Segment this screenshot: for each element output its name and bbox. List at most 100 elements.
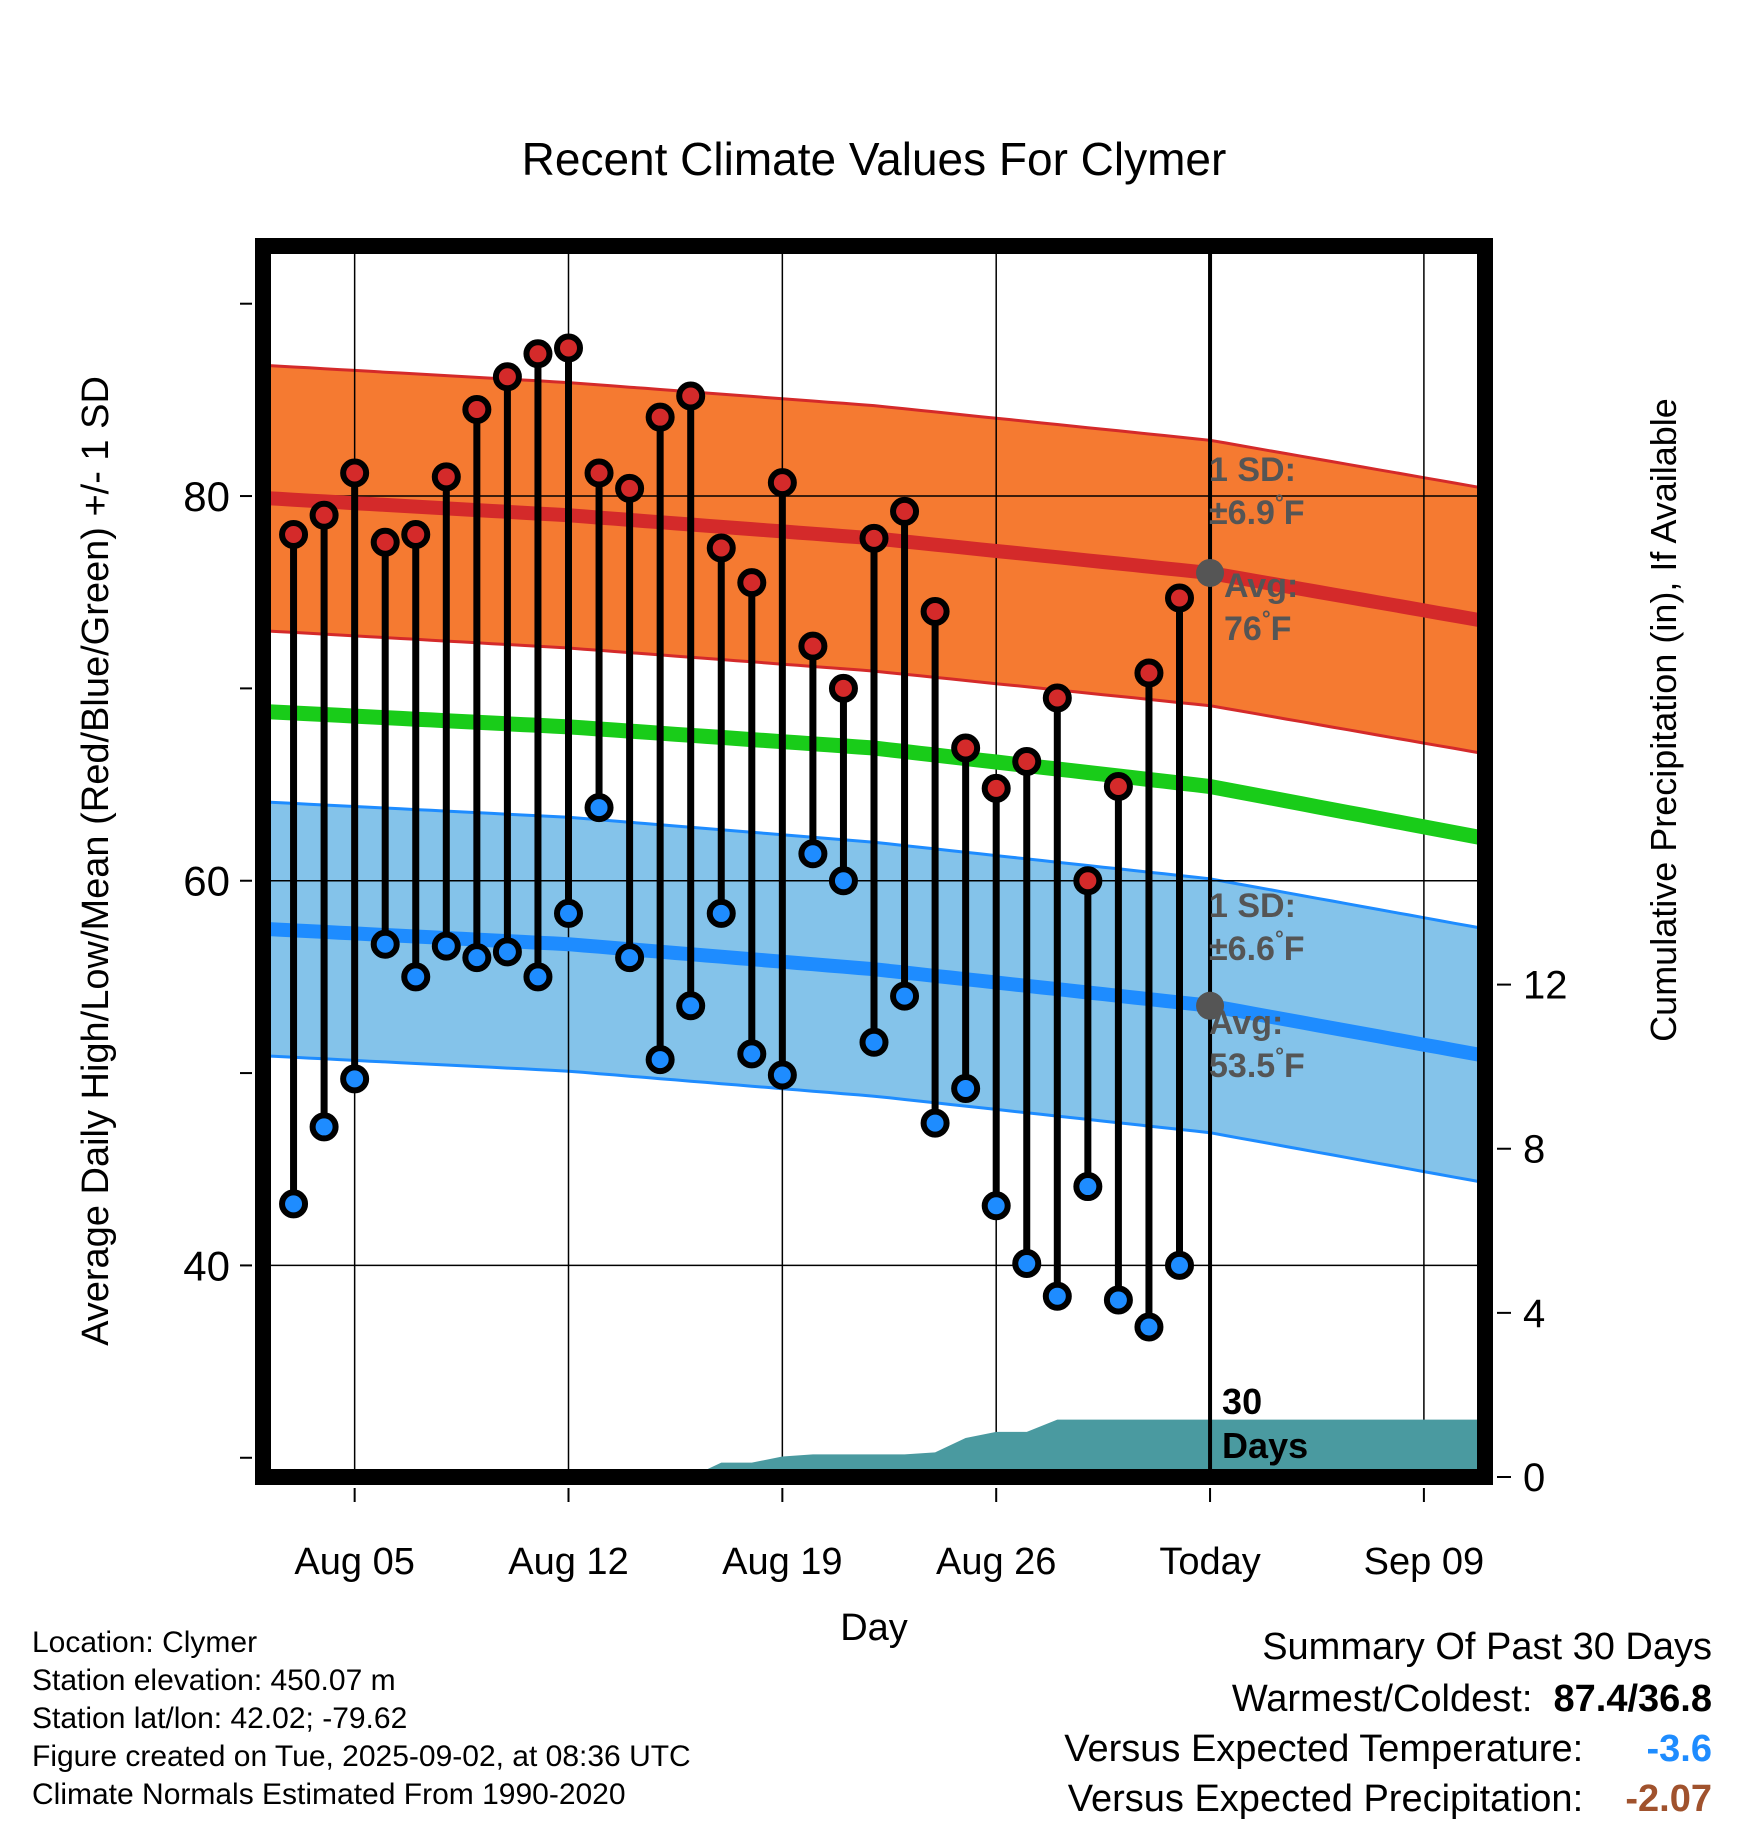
daily-low-point <box>1012 1248 1042 1278</box>
daily-low-point <box>767 1060 797 1090</box>
today-avg-low-marker <box>1196 991 1225 1020</box>
figure-created: Figure created on Tue, 2025-09-02, at 08… <box>32 1740 691 1773</box>
summary-title: Summary Of Past 30 Days <box>1262 1626 1712 1668</box>
daily-low-point <box>1073 1172 1103 1202</box>
y-right-tick-label: 4 <box>1523 1292 1545 1336</box>
low-avg-value: 53.5°F <box>1209 1043 1305 1085</box>
daily-high-point <box>279 520 309 550</box>
y-right-axis-title: Cumulative Precipitation (in), If Availa… <box>1643 398 1684 1042</box>
period-label-unit: Days <box>1222 1425 1308 1466</box>
x-axis-title: Day <box>840 1607 908 1649</box>
daily-low-point <box>706 898 736 928</box>
daily-low-point <box>828 866 858 896</box>
daily-low-point <box>370 929 400 959</box>
y-left-tick-label: 80 <box>183 473 230 520</box>
temperature-label: Versus Expected Temperature: <box>1064 1728 1584 1770</box>
today-avg-high-marker <box>1196 558 1225 587</box>
temperature-departure-value: -3.6 <box>1646 1728 1712 1770</box>
daily-low-point <box>401 962 431 992</box>
daily-low-point <box>1165 1250 1194 1280</box>
daily-high-point <box>523 339 553 369</box>
y-left-tick-label: 40 <box>183 1242 230 1289</box>
daily-low-point <box>431 931 461 961</box>
daily-high-point <box>798 631 828 661</box>
daily-low-point <box>523 962 553 992</box>
daily-low-point <box>951 1073 981 1103</box>
x-tick-label: Aug 05 <box>294 1541 414 1583</box>
daily-high-point <box>462 394 492 424</box>
daily-high-point <box>1042 683 1072 713</box>
daily-low-point <box>737 1039 767 1069</box>
high-sd-upper-edge <box>263 363 1485 490</box>
daily-high-point <box>920 596 950 626</box>
daily-high-point <box>951 733 981 763</box>
daily-high-point <box>1012 746 1042 776</box>
x-tick-label: Sep 09 <box>1364 1541 1484 1583</box>
daily-high-point <box>309 500 339 530</box>
station-latlon: Station lat/lon: 42.02; -79.62 <box>32 1702 408 1735</box>
daily-high-point <box>890 496 920 526</box>
daily-low-point <box>492 937 522 967</box>
daily-high-point <box>401 520 431 550</box>
high-avg-value: 76°F <box>1224 606 1291 648</box>
daily-high-point <box>370 527 400 557</box>
daily-low-point <box>554 898 583 928</box>
daily-low-point <box>676 991 706 1021</box>
daily-high-point <box>615 473 645 503</box>
daily-low-point <box>859 1027 889 1057</box>
daily-low-point <box>584 793 614 823</box>
daily-low-point <box>920 1108 950 1138</box>
y-right-tick-label: 8 <box>1523 1128 1545 1172</box>
daily-high-point <box>859 523 889 553</box>
daily-low-point <box>1103 1285 1133 1315</box>
x-tick-label: Aug 26 <box>936 1541 1056 1583</box>
daily-high-point <box>737 568 767 598</box>
period-label-count: 30 <box>1222 1381 1262 1422</box>
daily-high-point <box>554 333 583 363</box>
plot-frame <box>255 238 1493 1485</box>
daily-high-point <box>706 533 736 563</box>
daily-high-point <box>340 458 370 488</box>
daily-high-point <box>1103 771 1133 801</box>
y-right-tick-label: 0 <box>1523 1456 1545 1500</box>
daily-high-point <box>431 462 461 492</box>
low-avg-label: Avg: <box>1209 1004 1283 1042</box>
daily-low-point <box>1134 1312 1164 1342</box>
x-tick-label: Today <box>1159 1541 1260 1583</box>
warmest-coldest-label: Warmest/Coldest: <box>1231 1678 1533 1720</box>
daily-high-point <box>676 381 706 411</box>
daily-high-point <box>645 402 675 432</box>
warmest-coldest-value: 87.4/36.8 <box>1553 1678 1712 1720</box>
station-elevation: Station elevation: 450.07 m <box>32 1664 396 1697</box>
daily-high-point <box>492 362 522 392</box>
low-sd-value: ±6.6°F <box>1209 926 1305 968</box>
daily-high-point <box>767 468 797 498</box>
daily-low-point <box>462 943 492 973</box>
daily-low-point <box>340 1064 370 1094</box>
plot-area <box>263 246 1485 1477</box>
climate-normals-source: Climate Normals Estimated From 1990-2020 <box>32 1778 626 1811</box>
daily-low-point <box>1042 1281 1072 1311</box>
daily-low-point <box>890 981 920 1011</box>
daily-high-point <box>1165 583 1194 613</box>
station-info: Location: Clymer Station elevation: 450.… <box>32 1624 691 1814</box>
daily-low-point <box>981 1191 1011 1221</box>
x-tick-label: Aug 12 <box>508 1541 628 1583</box>
daily-low-point <box>798 839 828 869</box>
daily-high-point <box>1134 658 1164 688</box>
y-right-tick-label: 12 <box>1523 964 1568 1008</box>
daily-low-point <box>309 1112 339 1142</box>
precipitation-departure-value: -2.07 <box>1625 1778 1712 1820</box>
summary-precipitation: Versus Expected Precipitation: -2.07 <box>1068 1778 1712 1821</box>
low-sd-label: 1 SD: <box>1209 887 1296 925</box>
station-location: Location: Clymer <box>32 1626 258 1659</box>
high-sd-label: 1 SD: <box>1209 451 1296 489</box>
daily-high-point <box>981 773 1011 803</box>
precipitation-area <box>263 1419 1485 1477</box>
summary-warmest-coldest: Warmest/Coldest: 87.4/36.8 <box>1232 1678 1712 1721</box>
low-sd-lower-edge <box>263 1054 1485 1185</box>
x-tick-label: Aug 19 <box>722 1541 842 1583</box>
y-left-tick-label: 60 <box>183 858 230 905</box>
precipitation-label: Versus Expected Precipitation: <box>1067 1778 1584 1820</box>
